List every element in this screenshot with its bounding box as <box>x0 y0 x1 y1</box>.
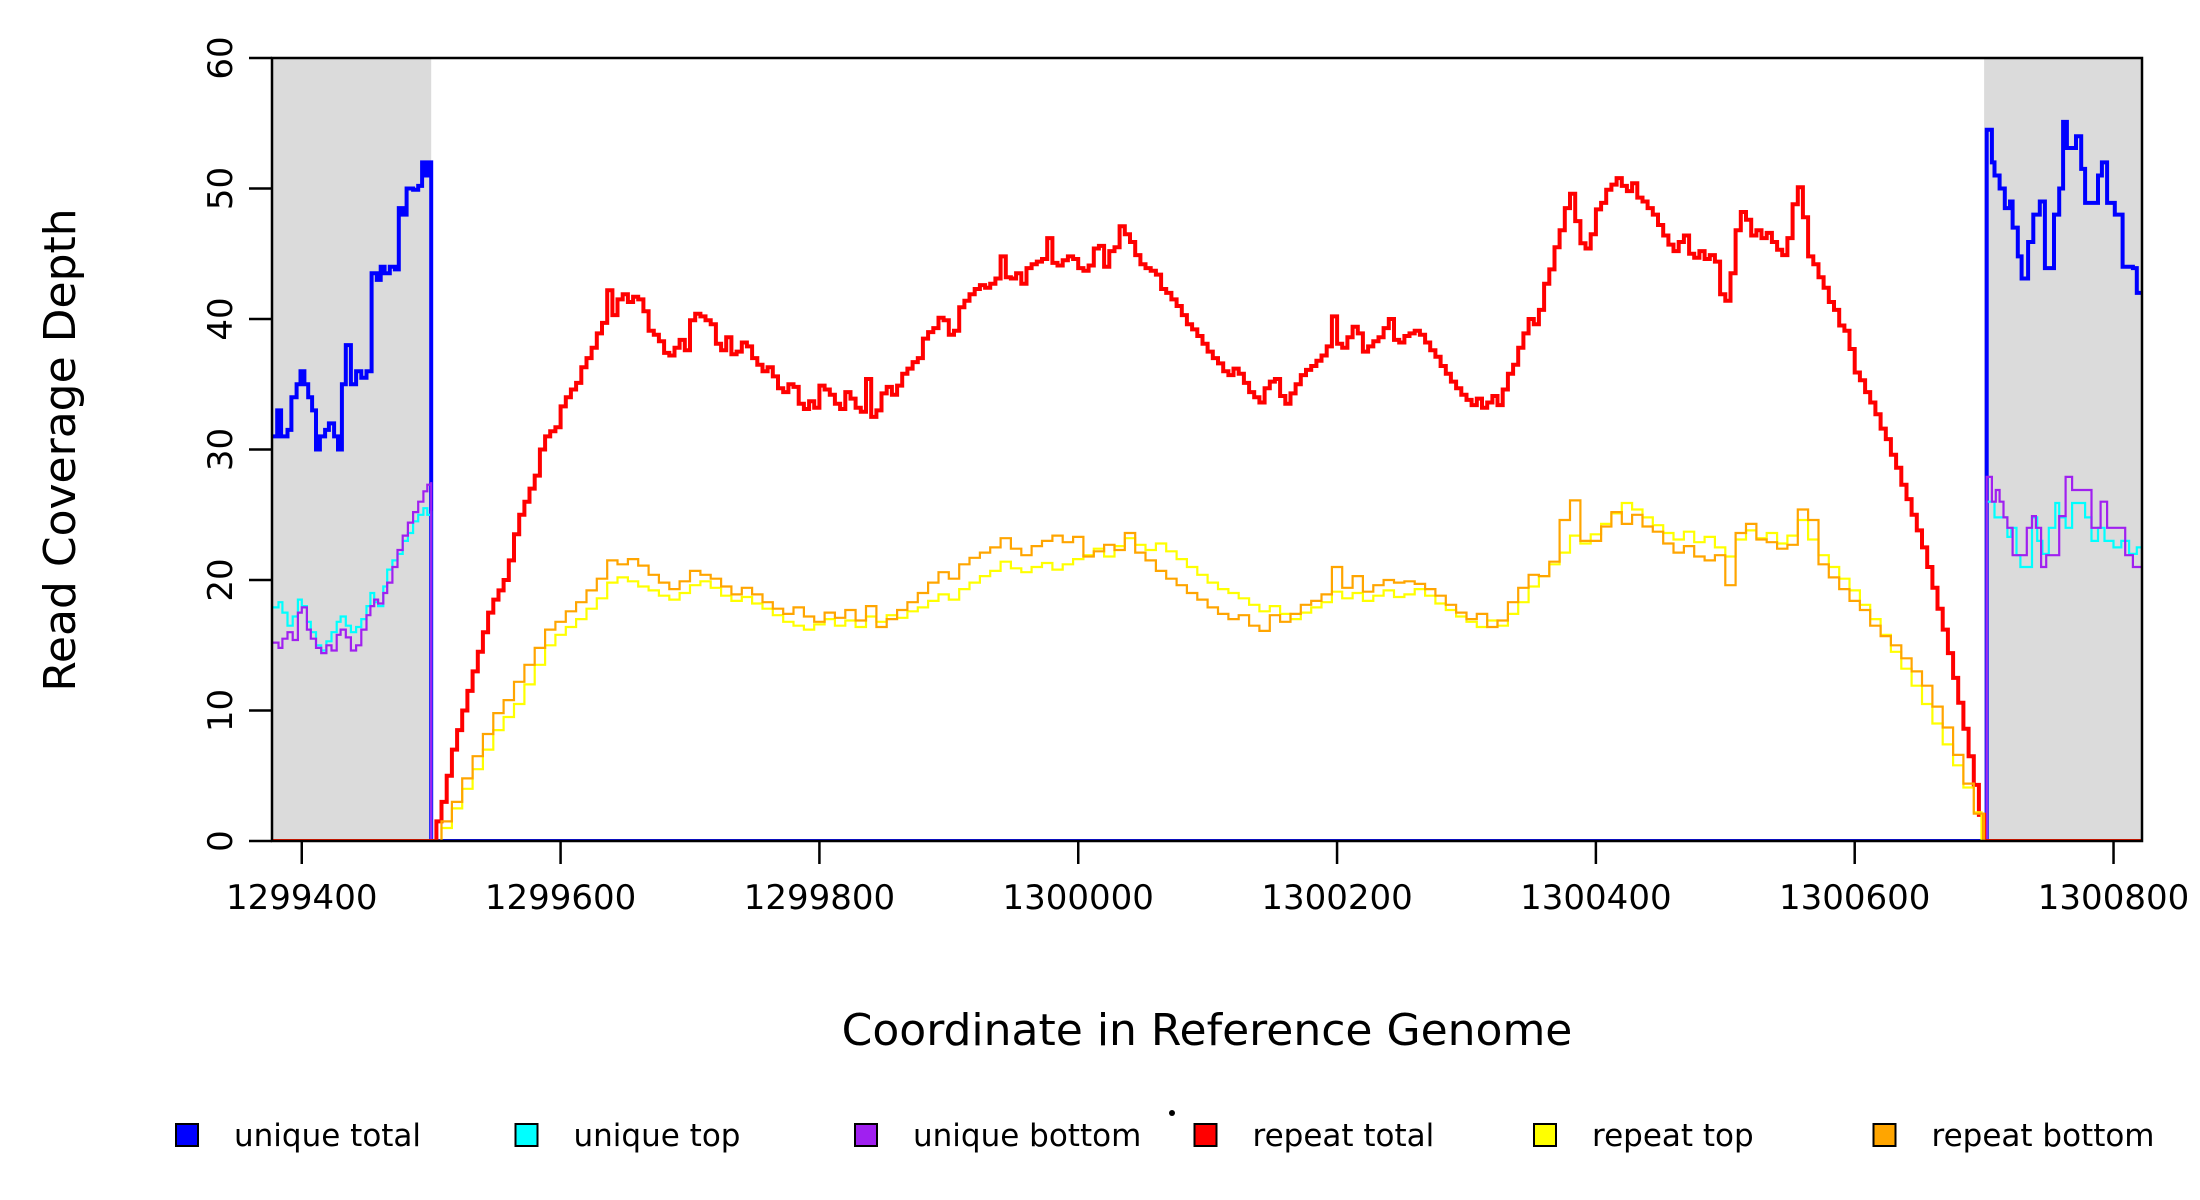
series-unique-top <box>272 500 2142 841</box>
y-tick-label: 60 <box>201 36 241 79</box>
legend-swatch <box>514 1123 539 1147</box>
x-tick-label: 1300600 <box>1779 878 1930 918</box>
x-tick-label: 1300800 <box>2038 878 2189 918</box>
y-tick-label: 0 <box>201 830 241 852</box>
legend: unique total unique top unique bottom repea… <box>175 1118 2155 1154</box>
legend-label: unique bottom <box>913 1118 1141 1154</box>
legend-label: repeat top <box>1592 1118 1754 1154</box>
x-tick-label: 1299800 <box>744 878 895 918</box>
y-tick-label: 50 <box>201 167 241 210</box>
y-tick-label: 40 <box>201 297 241 340</box>
series-repeat-total <box>272 176 2142 841</box>
stray-dot <box>1169 1110 1175 1116</box>
series-unique-total <box>272 119 2142 841</box>
x-tick-label: 1299400 <box>226 878 377 918</box>
plot-border <box>270 56 2144 843</box>
y-axis-title: Read Coverage Depth <box>35 208 86 691</box>
y-tick-label: 20 <box>201 558 241 601</box>
data-series <box>272 119 2142 841</box>
shaded-regions <box>272 58 2142 841</box>
plot-frame <box>270 56 2144 843</box>
annotations <box>1169 1110 1175 1116</box>
y-axis: 0 10 20 30 40 50 60 <box>201 36 272 852</box>
y-tick-label: 10 <box>201 689 241 732</box>
series-unique-bottom <box>272 475 2142 841</box>
legend-item-unique-bottom: unique bottom <box>854 1118 1141 1154</box>
legend-item-repeat-top: repeat top <box>1533 1118 1754 1154</box>
legend-item-repeat-total: repeat total <box>1193 1118 1435 1154</box>
legend-label: repeat bottom <box>1932 1118 2155 1154</box>
x-axis: 1299400 1299600 1299800 1300000 1300200 13004… <box>226 841 2189 918</box>
legend-label: repeat total <box>1253 1118 1435 1154</box>
x-tick-label: 1300000 <box>1003 878 1154 918</box>
y-tick-label: 30 <box>201 428 241 471</box>
legend-swatch <box>854 1123 878 1147</box>
x-tick-label: 1300400 <box>1520 878 1671 918</box>
legend-item-unique-top: unique top <box>514 1118 741 1154</box>
series-repeat-bottom <box>272 499 2142 841</box>
legend-swatch <box>1533 1123 1557 1147</box>
unique-region-left <box>272 58 432 841</box>
legend-item-unique-total: unique total <box>175 1118 421 1154</box>
legend-swatch <box>1193 1123 1218 1147</box>
legend-label: unique total <box>234 1118 421 1154</box>
legend-item-repeat-bottom: repeat bottom <box>1872 1118 2155 1154</box>
x-axis-title: Coordinate in Reference Genome <box>842 1005 1573 1056</box>
x-tick-label: 1299600 <box>485 878 636 918</box>
legend-label: unique top <box>574 1118 741 1154</box>
legend-swatch <box>1872 1123 1897 1147</box>
x-tick-label: 1300200 <box>1261 878 1412 918</box>
series-repeat-top <box>272 501 2142 841</box>
legend-swatch <box>175 1123 199 1147</box>
